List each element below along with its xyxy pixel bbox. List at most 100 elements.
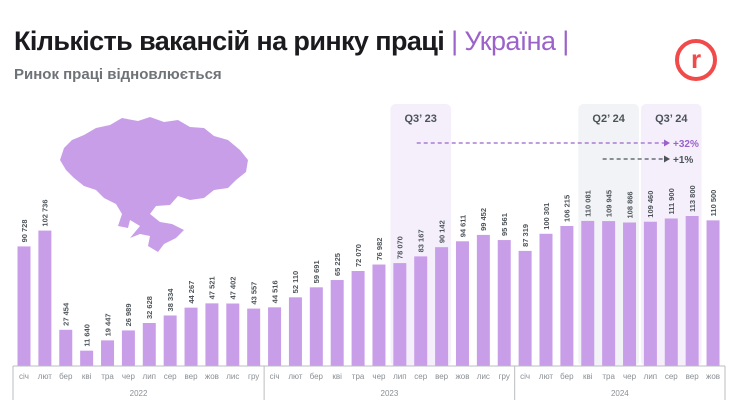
month-label: тра [101, 372, 114, 381]
month-label: тра [602, 372, 615, 381]
month-label: вер [435, 372, 449, 381]
month-label: бер [310, 372, 324, 381]
bar [17, 246, 31, 366]
bar [560, 225, 574, 366]
month-label: кві [82, 372, 92, 381]
bar [372, 264, 386, 366]
year-label: 2024 [611, 389, 629, 398]
bar [205, 303, 219, 366]
bar [435, 247, 449, 366]
value-label: 47 521 [208, 276, 217, 299]
value-label: 27 454 [62, 302, 71, 326]
value-label: 99 452 [479, 208, 488, 231]
value-label: 100 301 [542, 203, 551, 230]
bar [163, 315, 177, 366]
page-title: Кількість вакансій на ринку праці | Укра… [14, 26, 569, 57]
bar [581, 220, 595, 366]
bar [351, 271, 365, 366]
value-label: 87 319 [521, 224, 530, 247]
month-label: чер [372, 372, 386, 381]
bar [38, 230, 52, 366]
bar [602, 221, 616, 366]
value-label: 65 225 [333, 253, 342, 276]
month-label: лип [644, 372, 657, 381]
month-label: жов [455, 372, 469, 381]
bar [518, 250, 532, 366]
month-label: лют [288, 372, 302, 381]
month-label: січ [270, 372, 280, 381]
value-label: 113 800 [688, 185, 697, 212]
bar [59, 329, 73, 366]
brand-logo: r [675, 39, 717, 81]
month-label: лют [539, 372, 553, 381]
value-label: 109 945 [604, 190, 613, 217]
title-accent: | Україна | [451, 26, 569, 56]
growth-label: +32% [673, 139, 699, 150]
month-label: кві [583, 372, 593, 381]
bar [393, 263, 407, 366]
value-label: 47 402 [229, 277, 238, 300]
value-label: 110 500 [709, 190, 718, 217]
bar [643, 221, 657, 366]
bar [80, 350, 94, 366]
bar [497, 240, 511, 366]
quarter-label: Q3’ 23 [405, 113, 437, 125]
value-label: 19 447 [103, 313, 112, 336]
growth-label: +1% [673, 155, 693, 166]
ukraine-map [60, 117, 248, 252]
bar [330, 280, 344, 366]
month-label: сер [665, 372, 678, 381]
value-label: 102 736 [41, 199, 50, 226]
month-label: лис [477, 372, 490, 381]
value-label: 32 628 [145, 296, 154, 319]
month-label: вер [686, 372, 700, 381]
month-label: бер [560, 372, 574, 381]
page-subtitle: Ринок праці відновлюється [14, 66, 222, 83]
month-label: січ [19, 372, 29, 381]
bar [706, 220, 720, 366]
bar [455, 241, 469, 366]
quarter-label: Q2’ 24 [592, 113, 625, 125]
value-label: 38 334 [166, 288, 175, 312]
month-label: гру [499, 372, 510, 381]
value-label: 90 728 [20, 219, 29, 242]
month-label: жов [205, 372, 219, 381]
value-label: 108 866 [625, 191, 634, 218]
year-label: 2023 [381, 389, 399, 398]
value-label: 59 691 [312, 260, 321, 283]
quarter-label: Q3’ 24 [655, 113, 688, 125]
value-label: 26 989 [124, 303, 133, 326]
value-label: 43 557 [249, 282, 258, 305]
bar [664, 218, 678, 366]
bar [226, 303, 240, 366]
month-label: лют [38, 372, 52, 381]
value-label: 11 640 [82, 324, 91, 347]
month-label: тра [352, 372, 365, 381]
bar [268, 307, 282, 366]
value-label: 78 070 [396, 236, 405, 259]
value-label: 109 460 [646, 191, 655, 218]
value-label: 72 070 [354, 244, 363, 267]
bar [539, 233, 553, 366]
value-label: 52 110 [291, 271, 300, 294]
value-label: 83 167 [417, 229, 426, 252]
month-label: лип [393, 372, 406, 381]
year-label: 2022 [130, 389, 148, 398]
value-label: 111 900 [667, 188, 676, 214]
value-label: 95 561 [500, 213, 509, 236]
month-label: чер [122, 372, 136, 381]
value-label: 94 611 [458, 215, 467, 238]
month-label: січ [520, 372, 530, 381]
month-label: лис [226, 372, 239, 381]
month-label: жов [706, 372, 720, 381]
bar [142, 322, 156, 366]
bar [288, 297, 302, 366]
value-label: 44 267 [187, 281, 196, 304]
value-label: 106 215 [563, 195, 572, 222]
bar [184, 307, 198, 366]
month-label: чер [623, 372, 637, 381]
month-label: кві [332, 372, 342, 381]
month-label: гру [248, 372, 259, 381]
